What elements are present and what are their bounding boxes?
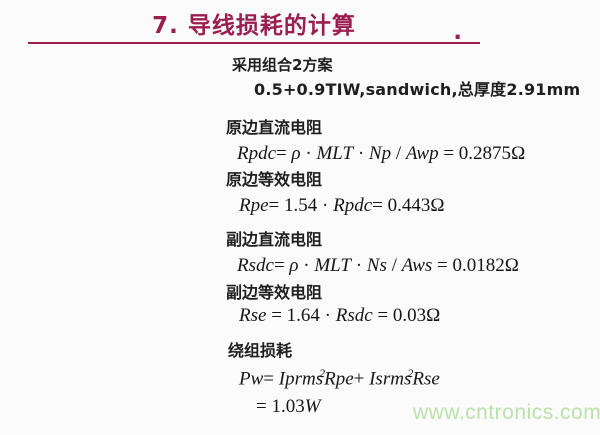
page-title: 7. 导线损耗的计算 — [152, 13, 356, 39]
section-label-secondary-equivalent-resistance: 副边等效电阻 — [226, 283, 323, 302]
title-trailing-period: . — [453, 19, 462, 45]
config-line: 0.5+0.9TIW,sandwich,总厚度2.91mm — [254, 80, 581, 99]
formula-winding-loss: Pw= Iprms2Rpe+ Isrms2Rse — [239, 366, 440, 390]
scheme-line: 采用组合2方案 — [232, 56, 333, 74]
formula-winding-loss-result: = 1.03W — [256, 396, 321, 417]
formula-secondary-dc-resistance: Rsdc= ρ · MLT · Ns / Aws = 0.0182Ω — [237, 255, 519, 276]
section-label-secondary-dc-resistance: 副边直流电阻 — [226, 230, 323, 249]
watermark-text: www.cntronics.com — [413, 401, 600, 424]
formula-primary-equivalent-resistance: Rpe= 1.54 · Rpdc= 0.443Ω — [239, 195, 445, 216]
section-label-primary-dc-resistance: 原边直流电阻 — [226, 118, 323, 137]
formula-secondary-equivalent-resistance: Rse = 1.64 · Rsdc = 0.03Ω — [239, 305, 441, 326]
section-label-winding-loss: 绕组损耗 — [228, 341, 293, 360]
title-underline-block: 7. 导线损耗的计算 . — [28, 11, 480, 45]
section-label-primary-equivalent-resistance: 原边等效电阻 — [226, 170, 323, 189]
formula-primary-dc-resistance: Rpdc= ρ · MLT · Np / Awp = 0.2875Ω — [237, 143, 526, 164]
